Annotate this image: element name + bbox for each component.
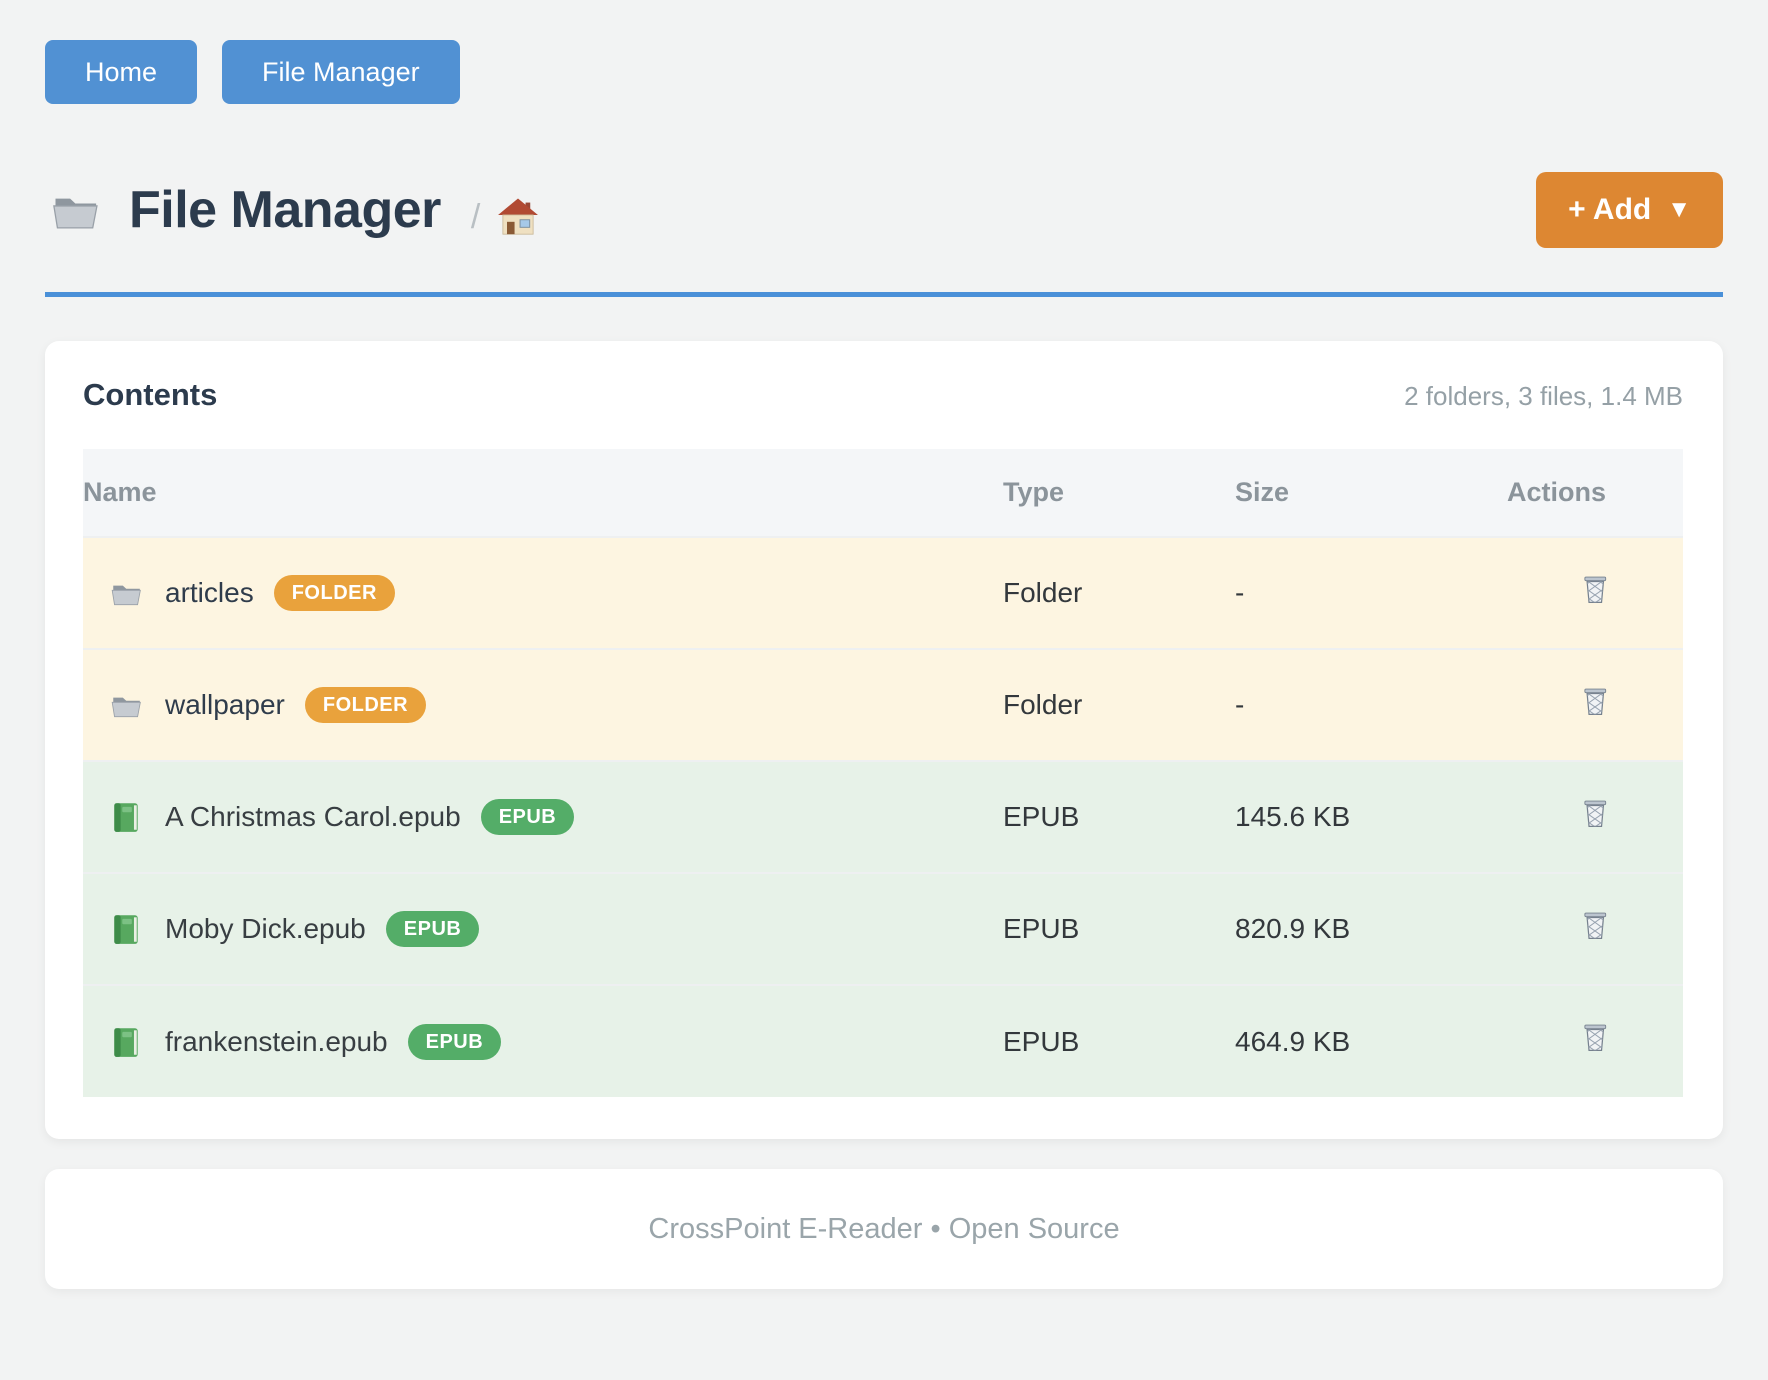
item-type: EPUB bbox=[1003, 1025, 1080, 1057]
top-nav: Home File Manager bbox=[45, 40, 1723, 104]
item-size: - bbox=[1235, 577, 1245, 608]
delete-button[interactable] bbox=[1577, 1020, 1613, 1056]
page-title: File Manager bbox=[129, 181, 441, 239]
type-badge: EPUB bbox=[480, 799, 575, 835]
trash-icon bbox=[1577, 1020, 1613, 1056]
trash-icon bbox=[1577, 684, 1613, 720]
table-row: articles FOLDER Folder - bbox=[83, 537, 1683, 649]
trash-icon bbox=[1577, 796, 1613, 832]
column-header-name: Name bbox=[83, 449, 1003, 537]
folder-icon bbox=[111, 585, 141, 606]
file-manager-button[interactable]: File Manager bbox=[222, 40, 460, 104]
home-button[interactable]: Home bbox=[45, 40, 198, 104]
contents-summary: 2 folders, 3 files, 1.4 MB bbox=[1404, 381, 1683, 411]
item-name-link[interactable]: frankenstein.epub bbox=[165, 1025, 388, 1057]
type-badge: FOLDER bbox=[304, 687, 427, 723]
delete-button[interactable] bbox=[1577, 572, 1613, 608]
type-badge: EPUB bbox=[407, 1023, 502, 1060]
item-size: 820.9 KB bbox=[1235, 913, 1351, 944]
header-divider bbox=[45, 292, 1723, 297]
item-name-link[interactable]: Moby Dick.epub bbox=[165, 913, 366, 944]
item-type: Folder bbox=[1003, 577, 1083, 608]
column-header-actions: Actions bbox=[1507, 449, 1683, 537]
delete-button[interactable] bbox=[1577, 684, 1613, 720]
contents-card: Contents 2 folders, 3 files, 1.4 MB Name… bbox=[45, 341, 1723, 1139]
item-name-link[interactable]: A Christmas Carol.epub bbox=[165, 801, 461, 832]
type-badge: EPUB bbox=[385, 911, 480, 947]
table-row: Moby Dick.epub EPUB EPUB 820.9 KB bbox=[83, 873, 1683, 985]
add-button-label: + Add bbox=[1568, 193, 1652, 226]
chevron-down-icon: ▼ bbox=[1667, 196, 1691, 223]
add-button[interactable]: + Add ▼ bbox=[1536, 172, 1723, 248]
folder-icon bbox=[111, 697, 141, 718]
column-header-type: Type bbox=[1003, 449, 1235, 537]
delete-button[interactable] bbox=[1577, 796, 1613, 832]
column-header-size: Size bbox=[1235, 449, 1507, 537]
page-header: File Manager / + Add ▼ bbox=[45, 166, 1723, 254]
folder-icon bbox=[53, 197, 98, 229]
item-type: EPUB bbox=[1003, 913, 1080, 944]
book-icon bbox=[114, 915, 138, 944]
item-type: EPUB bbox=[1003, 801, 1080, 832]
contents-title: Contents bbox=[83, 377, 218, 412]
footer-text: CrossPoint E-Reader • Open Source bbox=[648, 1212, 1120, 1245]
file-manager-page: Home File Manager File Manager / + Add ▼… bbox=[45, 40, 1723, 1289]
trash-icon bbox=[1577, 572, 1613, 608]
item-size: 464.9 KB bbox=[1235, 1025, 1351, 1057]
breadcrumb-separator: / bbox=[470, 197, 481, 236]
item-name-link[interactable]: articles bbox=[165, 577, 254, 608]
breadcrumb: / bbox=[471, 195, 540, 239]
table-row: wallpaper FOLDER Folder - bbox=[83, 649, 1683, 761]
file-table: Name Type Size Actions articles FOLDER bbox=[83, 449, 1683, 1097]
delete-button[interactable] bbox=[1577, 908, 1613, 944]
file-table-header: Name Type Size Actions bbox=[83, 449, 1683, 537]
table-row: frankenstein.epub EPUB EPUB 464.9 KB bbox=[83, 985, 1683, 1097]
book-icon bbox=[114, 803, 138, 832]
contents-card-header: Contents 2 folders, 3 files, 1.4 MB bbox=[83, 377, 1683, 421]
type-badge: FOLDER bbox=[273, 575, 395, 611]
item-name-link[interactable]: wallpaper bbox=[165, 689, 285, 720]
house-icon[interactable] bbox=[496, 195, 540, 239]
item-size: 145.6 KB bbox=[1235, 801, 1351, 832]
book-icon bbox=[114, 1027, 138, 1057]
trash-icon bbox=[1577, 908, 1613, 944]
item-size: - bbox=[1235, 689, 1245, 720]
item-type: Folder bbox=[1003, 689, 1083, 720]
table-row: A Christmas Carol.epub EPUB EPUB 145.6 K… bbox=[83, 761, 1683, 873]
footer-card: CrossPoint E-Reader • Open Source bbox=[45, 1169, 1723, 1289]
title-group: File Manager / bbox=[45, 180, 540, 240]
